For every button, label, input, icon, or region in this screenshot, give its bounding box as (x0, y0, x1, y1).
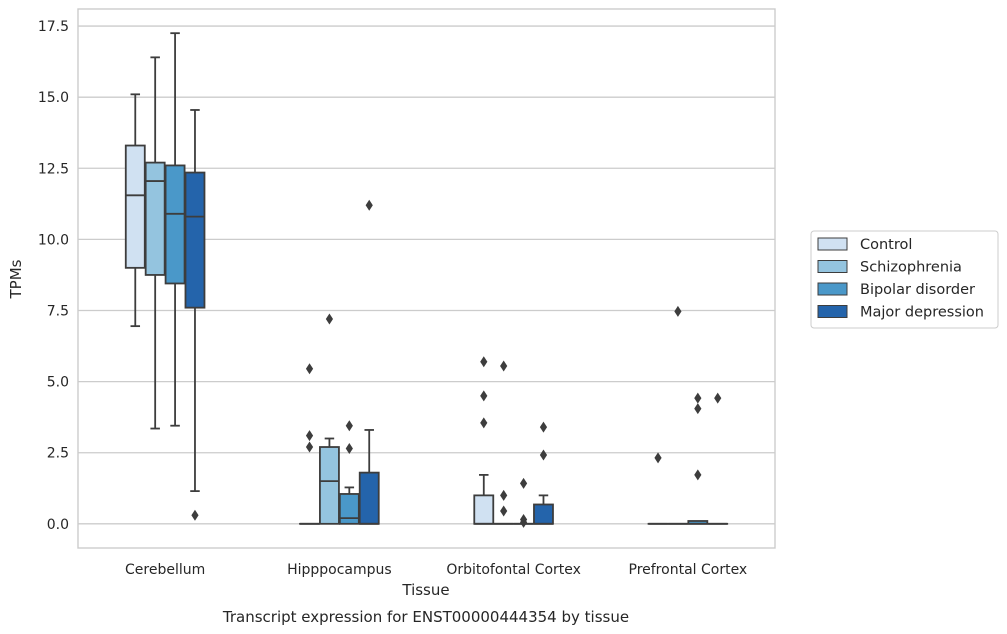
outlier-point (694, 403, 702, 415)
outlier-point (305, 441, 314, 453)
box-2-3 (533, 421, 554, 525)
x-tick-label: Cerebellum (125, 562, 205, 578)
boxes-layer (124, 32, 729, 528)
box-iqr (358, 471, 380, 525)
outlier-point (539, 449, 548, 461)
box-iqr (338, 493, 360, 525)
legend-label: Schizophrenia (860, 260, 962, 276)
y-tick-label: 5.0 (47, 375, 69, 391)
y-tick-label: 2.5 (47, 446, 69, 462)
x-axis-label: Tissue (401, 581, 449, 599)
box-iqr (124, 144, 146, 269)
y-tick-label: 10.0 (38, 232, 69, 248)
legend: Control Schizophrenia Bipolar disorder Majo… (810, 230, 999, 329)
outlier-point (191, 509, 199, 521)
x-tick-label: Hipppocampus (287, 562, 392, 578)
outlier-point (365, 199, 373, 211)
outlier-point (714, 392, 722, 404)
outlier-point (305, 430, 314, 442)
box-1-3 (358, 199, 380, 525)
legend-swatch (817, 282, 848, 296)
outlier-point (345, 442, 353, 454)
box-iqr (319, 446, 340, 525)
outlier-point (654, 452, 662, 464)
box-iqr (533, 503, 554, 525)
box-0-2 (164, 32, 186, 427)
outlier-point (539, 421, 548, 433)
y-tick-label: 15.0 (38, 90, 69, 106)
outlier-point (305, 363, 314, 375)
legend-label: Control (860, 237, 912, 253)
legend-label: Bipolar disorder (860, 282, 975, 298)
box-1-2 (338, 420, 360, 525)
outlier-point (500, 360, 508, 372)
outlier-point (694, 469, 702, 481)
legend-frame (810, 230, 999, 329)
box-iqr (144, 161, 166, 276)
outlier-point (345, 420, 353, 432)
box-2-0 (473, 356, 495, 525)
x-tick-label: Orbitofontal Cortex (446, 562, 581, 578)
legend-swatch (817, 305, 848, 318)
box-2-2 (513, 477, 534, 528)
y-tick-label: 17.5 (38, 19, 69, 35)
box-3-2 (687, 392, 709, 525)
plot-frame (77, 8, 776, 549)
legend-swatch (817, 260, 848, 273)
box-1-0 (299, 363, 320, 525)
box-0-3 (184, 109, 206, 521)
box-3-0 (647, 452, 669, 525)
y-axis-label: TPMs (7, 259, 25, 299)
y-tick-label: 7.5 (47, 303, 69, 319)
box-iqr (164, 164, 186, 285)
outlier-point (519, 516, 528, 528)
box-0-0 (124, 93, 146, 328)
x-tick-labels: Cerebellum Hipppocampus Orbitofontal Corte… (125, 562, 747, 578)
box-iqr (473, 494, 495, 525)
box-iqr (184, 171, 206, 309)
box-3-1 (667, 305, 689, 525)
outlier-point (325, 313, 334, 325)
outlier-point (480, 390, 488, 402)
outlier-point (519, 477, 528, 489)
x-tick-label: Prefrontal Cortex (629, 562, 748, 578)
outlier-point (500, 505, 508, 517)
outlier-point (480, 356, 488, 368)
box-1-1 (319, 313, 340, 525)
legend-label: Major depression (860, 305, 984, 321)
box-0-1 (144, 56, 166, 430)
legend-swatch (817, 237, 848, 251)
y-tick-label: 12.5 (38, 161, 69, 177)
outlier-point (500, 489, 508, 501)
y-tick-label: 0.0 (47, 517, 69, 533)
chart-caption: Transcript expression for ENST0000044435… (222, 608, 629, 626)
outlier-point (480, 417, 488, 429)
y-tick-labels: 0.0 2.5 5.0 7.5 10.0 12.5 15.0 17.5 (38, 19, 69, 533)
outlier-point (674, 305, 682, 317)
outlier-point (694, 392, 702, 404)
box-2-1 (493, 360, 515, 525)
box-3-3 (707, 392, 729, 525)
